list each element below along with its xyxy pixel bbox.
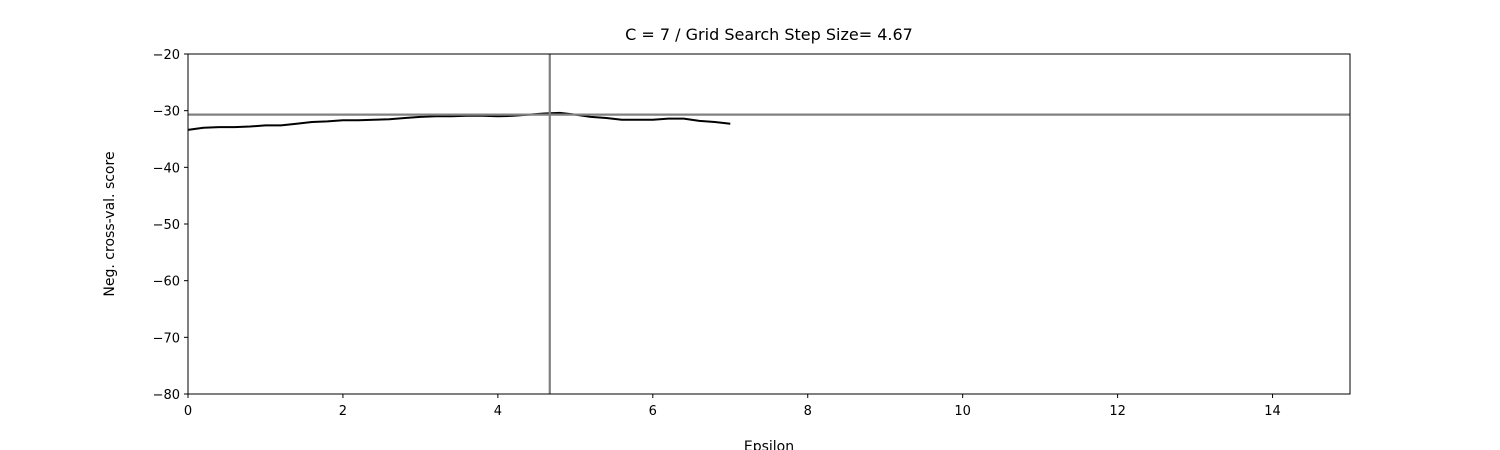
x-tick-label: 0 [184, 404, 192, 419]
y-tick-label: −80 [153, 388, 180, 403]
plot-background [188, 54, 1350, 394]
y-tick-label: −30 [153, 105, 180, 120]
plot-area [187, 53, 1351, 395]
x-axis-label: Epsilon [744, 439, 794, 450]
x-tick-label: 4 [494, 404, 502, 419]
reference-lines [188, 54, 1350, 394]
y-tick-label: −20 [153, 48, 180, 63]
y-tick-label: −60 [153, 275, 180, 290]
x-tick-label: 2 [339, 404, 347, 419]
series-layer [187, 111, 731, 131]
x-tick-label: 14 [1264, 404, 1281, 419]
x-tick-label: 10 [954, 404, 971, 419]
y-tick-label: −70 [153, 331, 180, 346]
y-tick-label: −50 [153, 218, 180, 233]
y-axis: −20 −30 −40 −50 −60 −70 −80 [153, 48, 188, 403]
x-tick-label: 6 [649, 404, 657, 419]
x-tick-label: 12 [1109, 404, 1126, 419]
x-tick-label: 8 [804, 404, 812, 419]
series-line-0 [187, 111, 731, 131]
y-tick-label: −40 [153, 161, 180, 176]
chart-title: C = 7 / Grid Search Step Size= 4.67 [625, 25, 913, 44]
x-axis: 0 2 4 6 8 10 12 14 [184, 394, 1281, 419]
y-axis-label: Neg. cross-val. score [102, 151, 118, 296]
